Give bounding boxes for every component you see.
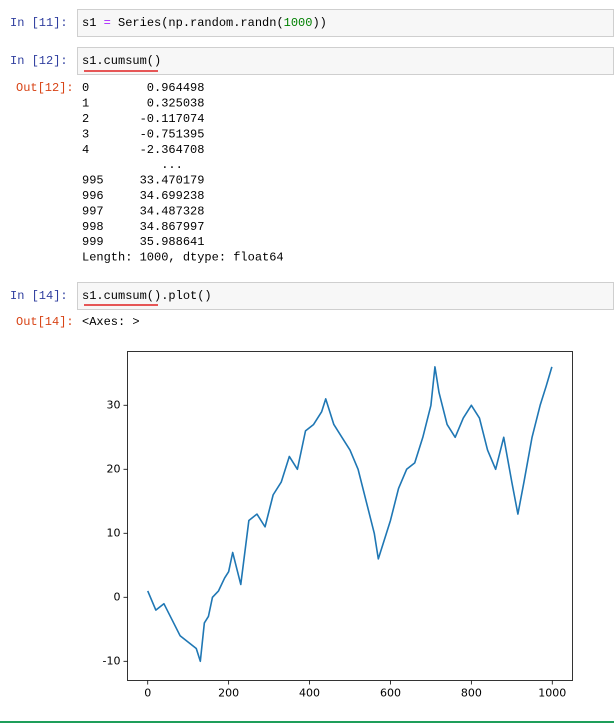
code-token: )) [312, 16, 326, 30]
code-token: s1.cumsum().plot() [82, 289, 212, 303]
x-tick-label: 600 [380, 687, 401, 700]
code: s1.cumsum() [82, 54, 161, 68]
out-prompt: Out[14]: [16, 315, 74, 329]
in-prompt: In [14]: [10, 289, 68, 303]
input-box[interactable] [77, 9, 614, 37]
output-line: <Axes: > [82, 315, 140, 329]
output-line: 995 33.470179 [82, 174, 204, 188]
y-tick-label: 20 [107, 462, 121, 475]
output-line: ... [82, 158, 183, 172]
code-token: = [104, 16, 111, 30]
code-token: s1.cumsum() [82, 54, 161, 68]
x-tick-label: 400 [299, 687, 320, 700]
y-tick-label: 0 [114, 590, 121, 603]
output-line: 0 0.964498 [82, 81, 204, 95]
output-line: 4 -2.364708 [82, 143, 204, 157]
output-line: Length: 1000, dtype: float64 [82, 251, 284, 265]
code-token: 1000 [284, 16, 313, 30]
output-line: 1 0.325038 [82, 97, 204, 111]
y-tick-label: 10 [107, 526, 121, 539]
plot-frame [127, 351, 573, 681]
output-line: 3 -0.751395 [82, 127, 204, 141]
input-box[interactable] [77, 282, 614, 310]
y-tick-label: 30 [107, 398, 121, 411]
output-line: 996 34.699238 [82, 189, 204, 203]
series-line [146, 366, 553, 663]
x-tick-label: 1000 [538, 687, 566, 700]
out-prompt: Out[12]: [16, 81, 74, 95]
output-line: 997 34.487328 [82, 204, 204, 218]
input-box[interactable] [77, 47, 614, 75]
output-line: 2 -0.117074 [82, 112, 204, 126]
x-tick-label: 800 [461, 687, 482, 700]
output-line: 998 34.867997 [82, 220, 204, 234]
x-tick-label: 0 [144, 687, 151, 700]
x-tick-label: 200 [218, 687, 239, 700]
y-tick-label: -10 [103, 654, 121, 667]
code: s1.cumsum().plot() [82, 289, 212, 303]
code-token: Series(np.random.randn( [111, 16, 284, 30]
in-prompt: In [11]: [10, 16, 68, 30]
output-line: 999 35.988641 [82, 235, 204, 249]
code: s1 = Series(np.random.randn(1000)) [82, 16, 327, 30]
code-token: s1 [82, 16, 104, 30]
in-prompt: In [12]: [10, 54, 68, 68]
